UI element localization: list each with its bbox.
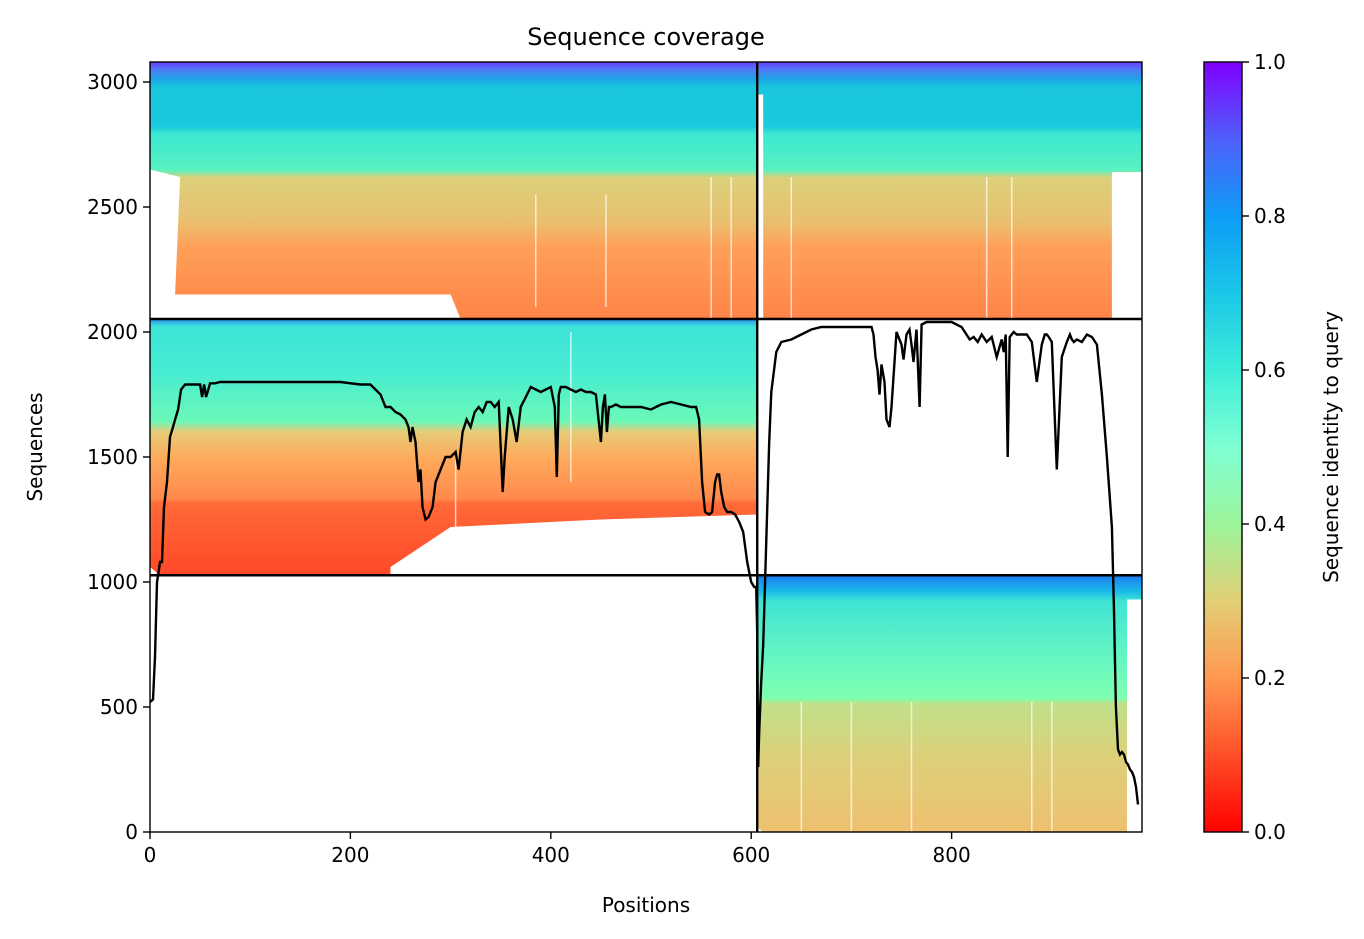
y-tick-label: 2000: [87, 320, 138, 344]
y-tick-label: 0: [125, 820, 138, 844]
colorbar-tick-label: 0.6: [1254, 358, 1286, 382]
heatmap-block-top-right: [757, 62, 1142, 319]
colorbar-tick-label: 0.8: [1254, 204, 1286, 228]
alignment-gap-streaks: [454, 177, 1053, 832]
y-tick-label: 2500: [87, 195, 138, 219]
y-tick-label: 3000: [87, 70, 138, 94]
colorbar-label: Sequence identity to query: [1319, 311, 1343, 583]
colorbar-tick-label: 0.4: [1254, 512, 1286, 536]
y-tick-label: 500: [100, 695, 138, 719]
x-tick-label: 800: [933, 843, 971, 867]
y-tick-label: 1500: [87, 445, 138, 469]
colorbar-ticks: 0.0 0.2 0.4 0.6 0.8 1.0: [1242, 50, 1286, 844]
y-axis-label: Sequences: [23, 392, 47, 501]
colorbar-tick-label: 0.2: [1254, 666, 1286, 690]
x-tick-label: 600: [732, 843, 770, 867]
x-tick-label: 400: [532, 843, 570, 867]
chart-title: Sequence coverage: [527, 23, 764, 51]
heatmap-block-top-left: [150, 62, 758, 319]
colorbar-tick-label: 0.0: [1254, 820, 1286, 844]
x-tick-label: 0: [144, 843, 157, 867]
x-axis-label: Positions: [602, 893, 690, 917]
coverage-line: [149, 320, 1140, 805]
plot-frame: [149, 61, 1143, 833]
x-axis-ticks: 0 200 400 600 800: [144, 832, 971, 867]
heatmap-block-bottom-right: [757, 575, 1142, 832]
y-tick-label: 1000: [87, 570, 138, 594]
colorbar: [1203, 61, 1243, 833]
x-tick-label: 200: [331, 843, 369, 867]
y-axis-ticks: 0 500 1000 1500 2000 2500 3000: [87, 70, 150, 844]
heatmap-layer: [150, 62, 1142, 832]
colorbar-tick-label: 1.0: [1254, 50, 1286, 74]
